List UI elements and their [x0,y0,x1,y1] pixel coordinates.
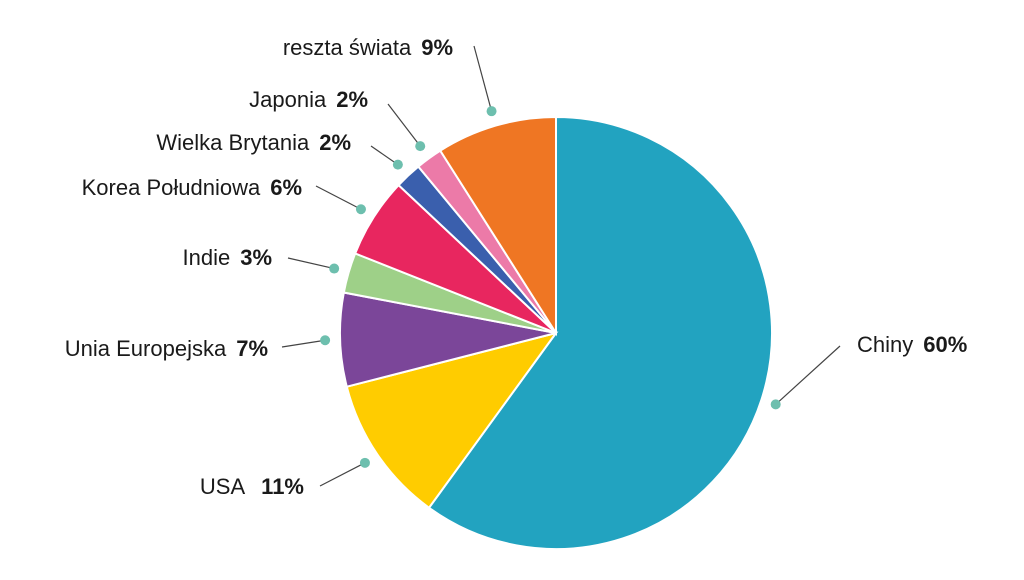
label-indie: Indie 3% [182,245,272,270]
slice-pct-korea: 6% [270,175,302,200]
leader-line-indie [287,257,335,270]
leader-line-japonia [387,103,421,147]
label-reszta-swiata: reszta świata 9% [283,35,453,60]
leader-lines [281,45,841,487]
leader-dot-korea-poludniowa [355,204,366,215]
leader-line-wielka-brytania [370,145,399,166]
label-wielka-brytania: Wielka Brytania 2% [156,130,351,155]
slice-pct-reszta: 9% [421,35,453,60]
label-unia-europejska: Unia Europejska 7% [65,336,268,361]
label-chiny: Chiny 60% [857,332,967,357]
leader-line-usa [319,462,366,487]
label-korea-poludniowa: Korea Południowa 6% [82,175,302,200]
label-japonia: Japonia 2% [249,87,368,112]
slice-name-indie: Indie [182,245,230,270]
slice-pct-usa: 11% [261,474,304,499]
slice-pct-japonia: 2% [336,87,368,112]
slice-usa [345,331,559,510]
leader-dot-reszta-swiata [486,106,497,117]
slice-pct-wb: 2% [319,130,351,155]
slice-name-usa: USA [200,474,246,499]
slice-name-wb: Wielka Brytania [156,130,310,155]
slice-name-korea: Korea Południowa [82,175,261,200]
leader-dot-unia-europejska [320,335,331,346]
pie-slices [339,115,773,550]
leader-line-reszta-swiata [473,45,493,112]
leader-dot-indie [329,263,340,274]
slice-pct-indie: 3% [240,245,272,270]
leader-line-unia-europejska [281,339,326,348]
slice-name-chiny: Chiny [857,332,913,357]
leader-dot-usa [359,457,370,468]
leader-line-chiny [775,345,841,405]
slice-pct-chiny: 60% [923,332,967,357]
slice-name-japonia: Japonia [249,87,327,112]
slice-reszta-swiata [438,115,557,337]
leader-dot-japonia [415,141,426,152]
slice-chiny [427,115,773,550]
leader-line-korea-poludniowa [315,185,362,210]
slice-pct-ue: 7% [236,336,268,361]
leader-dot-chiny [770,399,781,410]
slice-name-reszta: reszta świata [283,35,412,60]
slice-name-ue: Unia Europejska [65,336,227,361]
leader-dot-wielka-brytania [392,159,403,170]
label-usa: USA 11% [200,474,304,499]
